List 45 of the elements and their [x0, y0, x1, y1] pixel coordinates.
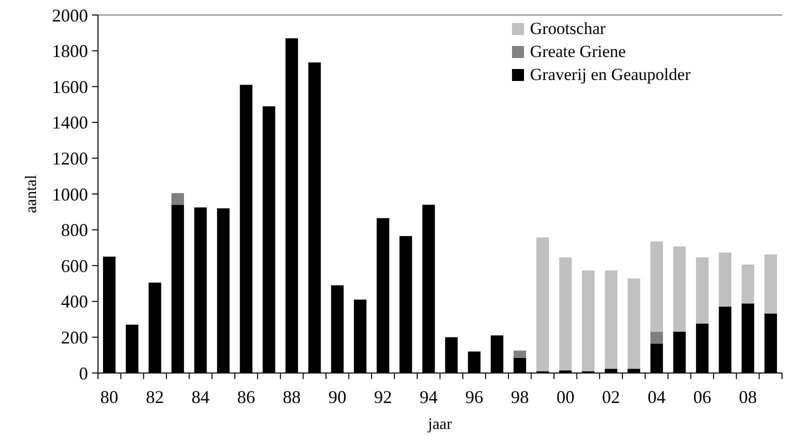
- y-tick-label: 1400: [52, 112, 88, 133]
- bar: [673, 246, 686, 332]
- bar: [536, 237, 549, 372]
- x-tick-label: 88: [282, 387, 301, 407]
- y-tick-label: 600: [61, 256, 88, 276]
- y-tick-label: 1200: [52, 148, 88, 168]
- x-tick-label: 84: [192, 387, 210, 407]
- bar: [764, 254, 777, 314]
- bar: [650, 332, 663, 344]
- x-tick-label: 06: [693, 387, 712, 407]
- x-tick-label: 86: [237, 387, 256, 407]
- y-tick-label: 400: [61, 292, 88, 312]
- x-tick-label: 80: [100, 387, 118, 407]
- x-tick-label: 08: [738, 387, 757, 407]
- y-tick-label: 1600: [52, 76, 88, 97]
- x-tick-label: 94: [420, 387, 438, 407]
- x-tick-label: 82: [146, 387, 164, 407]
- legend-label: Grootschar: [530, 19, 606, 38]
- x-tick-label: 96: [465, 387, 484, 407]
- bar: [742, 264, 754, 304]
- bar: [171, 193, 184, 205]
- y-tick-label: 200: [61, 328, 88, 348]
- bar: [696, 257, 709, 324]
- y-axis-title: aantal: [23, 174, 40, 214]
- legend-label: Greate Griene: [530, 42, 626, 61]
- bar: [514, 350, 526, 358]
- bar: [718, 252, 732, 307]
- y-tick-label: 0: [79, 363, 88, 384]
- y-tick-label: 1000: [52, 184, 88, 204]
- y-tick-label: 2000: [52, 5, 88, 26]
- x-tick-label: 04: [648, 387, 666, 407]
- x-tick-label: 98: [510, 387, 529, 407]
- x-tick-label: 00: [556, 387, 574, 407]
- x-tick-label: 90: [328, 387, 346, 407]
- y-tick-label: 800: [61, 220, 88, 240]
- bar: [650, 241, 663, 332]
- legend-label: Graverij en Geaupolder: [530, 65, 691, 84]
- x-tick-label: 92: [374, 387, 392, 407]
- bar: [604, 270, 618, 369]
- x-axis-title: jaar: [427, 416, 453, 433]
- bar: [559, 257, 572, 370]
- y-tick-label: 1800: [52, 41, 88, 62]
- bar: [628, 278, 640, 369]
- bar: [582, 270, 595, 372]
- x-tick-label: 02: [602, 387, 620, 407]
